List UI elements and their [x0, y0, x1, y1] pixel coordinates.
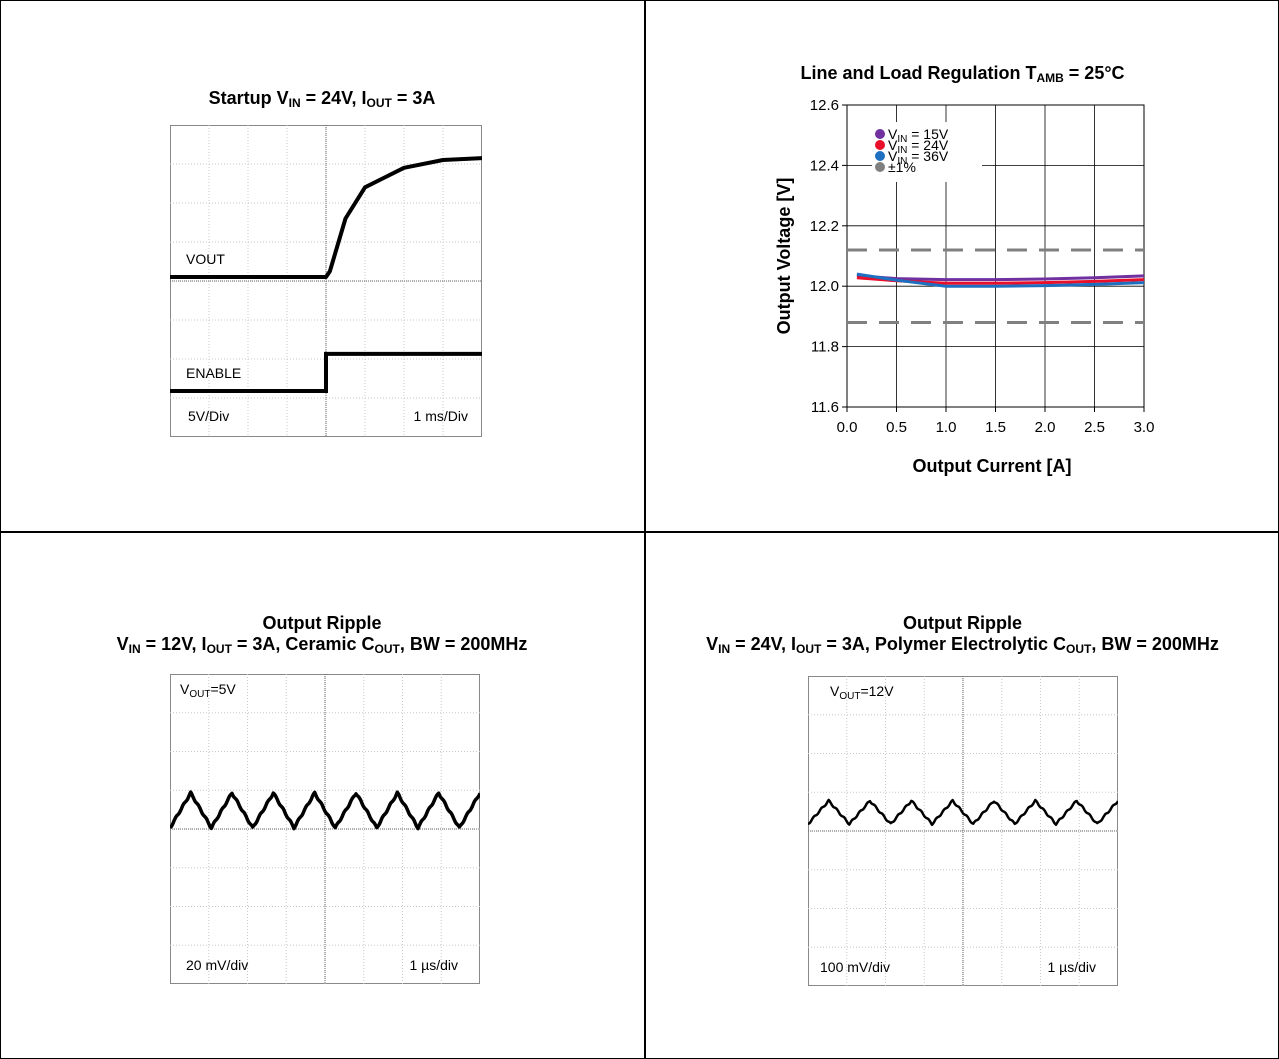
series-line — [856, 272, 1145, 288]
ripple-polymer-trace — [808, 798, 1118, 827]
time-scale-label: 1 µs/div — [1047, 959, 1096, 975]
regulation-chart: 0.0 0.5 1.0 1.5 2.0 2.5 3.0 11.6 11.8 12.0 12.2 12.… — [774, 97, 1155, 476]
horizontal-divider — [0, 531, 1279, 533]
vout-label: VOUT=5V — [180, 681, 236, 700]
y-tick-label: 11.8 — [811, 339, 839, 356]
legend-box — [872, 122, 982, 182]
time-scale-label: 1 ms/Div — [414, 408, 468, 424]
startup-title: Startup VIN = 24V, IOUT = 3A — [208, 88, 436, 110]
x-tick-label: 0.0 — [837, 419, 858, 436]
startup-scope: VOUT ENABLE 5V/Div 1 ms/Div — [170, 125, 482, 437]
regulation-title: Line and Load Regulation TAMB = 25°C — [800, 63, 1125, 85]
legend-marker — [875, 140, 885, 150]
ripple-polymer-title: Output Ripple VIN = 24V, IOUT = 3A, Poly… — [706, 613, 1219, 656]
ripple-ceramic-title: Output Ripple VIN = 12V, IOUT = 3A, Cera… — [116, 613, 528, 656]
vertical-scale-label: 5V/Div — [188, 408, 229, 424]
y-tick-label: 12.4 — [810, 157, 839, 174]
legend-label: VIN = 15V — [888, 126, 949, 145]
legend-marker — [875, 129, 885, 139]
legend-label: VIN = 36V — [888, 148, 949, 167]
y-tick-label: 11.6 — [811, 399, 839, 416]
y-tick-label: 12.0 — [810, 278, 839, 295]
ripple-ceramic-scope: VOUT=5V 20 mV/div 1 µs/div — [170, 674, 480, 984]
x-tick-label: 3.0 — [1134, 419, 1155, 436]
y-tick-label: 12.6 — [810, 97, 839, 114]
ripple-polymer-scope: VOUT=12V 100 mV/div 1 µs/div — [808, 676, 1118, 986]
x-tick-label: 2.5 — [1084, 419, 1105, 436]
vertical-scale-label: 100 mV/div — [820, 959, 890, 975]
legend-label: VIN = 24V — [888, 137, 949, 156]
x-tick-label: 0.5 — [886, 419, 907, 436]
legend-label: ±1% — [888, 159, 916, 175]
y-tick-label: 12.2 — [810, 218, 839, 235]
enable-trace-label: ENABLE — [186, 365, 241, 381]
ripple-ceramic-trace — [170, 790, 480, 831]
vout-label: VOUT=12V — [830, 683, 894, 702]
vout-trace-label: VOUT — [186, 251, 225, 267]
vout-trace — [170, 156, 482, 279]
x-tick-label: 1.0 — [936, 419, 957, 436]
legend-marker — [875, 151, 885, 161]
vertical-divider — [644, 0, 646, 1059]
series-line — [856, 274, 1145, 282]
enable-trace — [170, 351, 482, 393]
y-axis-label: Output Voltage [V] — [774, 178, 794, 335]
time-scale-label: 1 µs/div — [409, 957, 458, 973]
x-tick-label: 1.5 — [985, 419, 1006, 436]
x-tick-label: 2.0 — [1035, 419, 1056, 436]
x-axis-label: Output Current [A] — [913, 456, 1072, 476]
legend-marker — [875, 162, 885, 172]
vertical-scale-label: 20 mV/div — [186, 957, 248, 973]
